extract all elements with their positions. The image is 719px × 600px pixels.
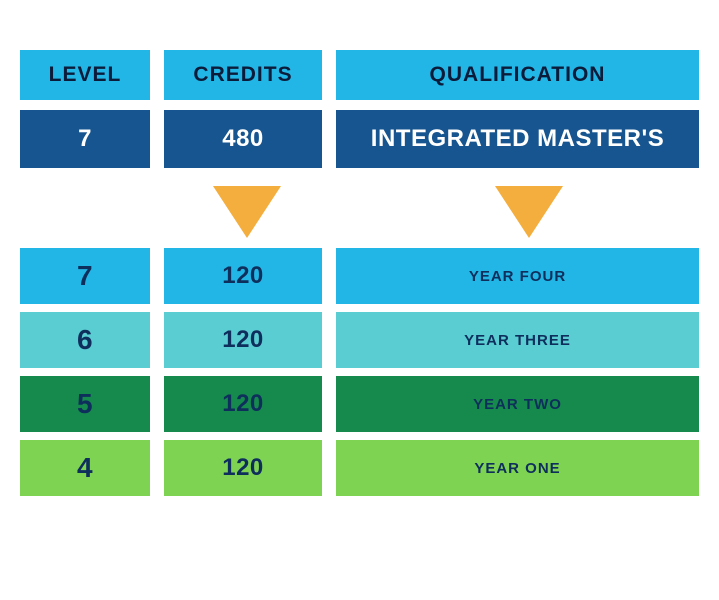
total-credits: 480: [164, 110, 322, 168]
year-credits: 120: [164, 440, 322, 496]
total-qualification: INTEGRATED MASTER'S: [336, 110, 699, 168]
arrow-down-icon: [213, 186, 281, 238]
header-level: LEVEL: [20, 50, 150, 100]
year-row: 4120YEAR ONE: [20, 440, 699, 496]
year-label: YEAR TWO: [336, 376, 699, 432]
year-row: 7120YEAR FOUR: [20, 248, 699, 304]
year-level: 7: [20, 248, 150, 304]
year-row: 5120YEAR TWO: [20, 376, 699, 432]
header-row: LEVEL CREDITS QUALIFICATION: [20, 50, 699, 100]
year-credits: 120: [164, 248, 322, 304]
header-credits: CREDITS: [164, 50, 322, 100]
year-credits: 120: [164, 312, 322, 368]
year-level: 6: [20, 312, 150, 368]
arrow-down-icon: [495, 186, 563, 238]
year-label: YEAR ONE: [336, 440, 699, 496]
year-credits: 120: [164, 376, 322, 432]
year-level: 4: [20, 440, 150, 496]
arrow-gap: [20, 178, 699, 244]
year-row: 6120YEAR THREE: [20, 312, 699, 368]
year-label: YEAR FOUR: [336, 248, 699, 304]
total-row: 7 480 INTEGRATED MASTER'S: [20, 110, 699, 168]
year-level: 5: [20, 376, 150, 432]
year-rows: 7120YEAR FOUR6120YEAR THREE5120YEAR TWO4…: [20, 248, 699, 496]
year-label: YEAR THREE: [336, 312, 699, 368]
header-qualification: QUALIFICATION: [336, 50, 699, 100]
total-level: 7: [20, 110, 150, 168]
